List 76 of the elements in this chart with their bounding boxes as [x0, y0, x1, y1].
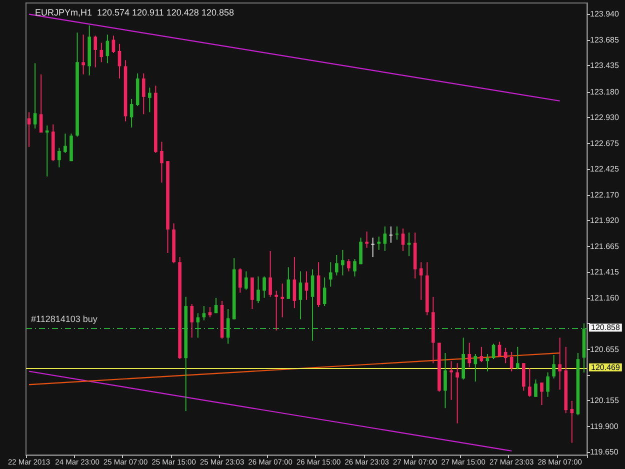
- candlestick: [130, 98, 134, 128]
- candlestick: [347, 258, 350, 272]
- candlestick: [558, 337, 562, 390]
- y-tick-label: 121.415: [590, 267, 620, 276]
- text: 120.469: [591, 362, 620, 372]
- candlestick: [39, 74, 43, 134]
- candlestick: [280, 283, 284, 318]
- candlestick: [456, 362, 459, 424]
- y-tick-label: 123.180: [590, 87, 620, 96]
- candlestick: [190, 303, 194, 338]
- ref-line-label: #112814103 buy: [31, 314, 98, 324]
- candlestick: [510, 351, 514, 372]
- candlestick: [58, 147, 61, 168]
- candlestick: [256, 276, 260, 304]
- candlestick: [64, 133, 67, 154]
- y-tick-label: 121.160: [590, 293, 620, 302]
- candlestick: [268, 250, 272, 298]
- candlestick: [450, 360, 453, 400]
- candlestick: [286, 266, 290, 300]
- y-tick-label: 122.675: [590, 138, 620, 148]
- y-tick-label: 123.940: [590, 10, 620, 19]
- text: 120.858: [591, 323, 620, 332]
- candlestick: [377, 236, 381, 250]
- candlestick: [341, 249, 344, 276]
- candlestick: [298, 270, 302, 320]
- candlestick: [328, 262, 332, 288]
- candlestick: [474, 353, 478, 382]
- candlestick: [401, 228, 405, 252]
- candlestick: [274, 290, 278, 332]
- candlestick: [371, 237, 375, 258]
- y-tick-label: 122.170: [590, 190, 620, 200]
- candlestick: [528, 368, 532, 398]
- candlestick: [546, 372, 550, 398]
- candlestick: [468, 342, 472, 368]
- y-tick-label: 123.435: [590, 61, 620, 70]
- candlestick: [310, 268, 314, 342]
- candlestick: [534, 378, 538, 398]
- candlestick: [322, 276, 326, 307]
- candlestick: [353, 258, 356, 277]
- candlestick: [94, 35, 98, 68]
- candlestick: [389, 226, 393, 244]
- candlestick: [148, 87, 152, 113]
- candlestick: [419, 262, 423, 300]
- y-tick-label: 121.920: [590, 216, 620, 225]
- candlestick: [516, 346, 520, 370]
- candlestick: [335, 254, 338, 276]
- candlestick: [292, 256, 296, 309]
- y-tick-label: 122.930: [590, 112, 620, 122]
- y-tick-label: 122.425: [590, 164, 620, 174]
- candlestick: [118, 43, 122, 80]
- candlestick: [540, 382, 544, 406]
- candlestick: [100, 42, 104, 63]
- candlestick: [444, 352, 447, 409]
- candlestick: [262, 276, 266, 298]
- y-tick-label: 119.900: [590, 422, 619, 431]
- y-tick-label: 121.665: [590, 242, 620, 251]
- y-tick-label: 119.650: [590, 447, 619, 456]
- candlestick: [552, 354, 556, 379]
- text: EURJPYm,H1 120.574 120.911 120.428 120.858: [35, 8, 234, 18]
- candlestick: [238, 268, 242, 294]
- candlestick: [142, 72, 146, 115]
- candlestick: [202, 306, 206, 321]
- candlestick: [244, 270, 248, 290]
- candlestick: [383, 226, 387, 252]
- y-tick-label: 123.685: [590, 36, 620, 45]
- y-tick-label: 120.155: [590, 396, 620, 405]
- candlestick: [522, 362, 526, 392]
- candlestick: [365, 231, 368, 248]
- candlestick: [160, 141, 164, 184]
- candlestick: [250, 276, 254, 310]
- y-tick-label: 120.655: [590, 344, 620, 354]
- candlestick: [112, 35, 116, 54]
- candlestick: [33, 62, 37, 129]
- candlestick: [45, 124, 49, 177]
- candlestick: [82, 34, 85, 75]
- candlestick: [359, 237, 362, 265]
